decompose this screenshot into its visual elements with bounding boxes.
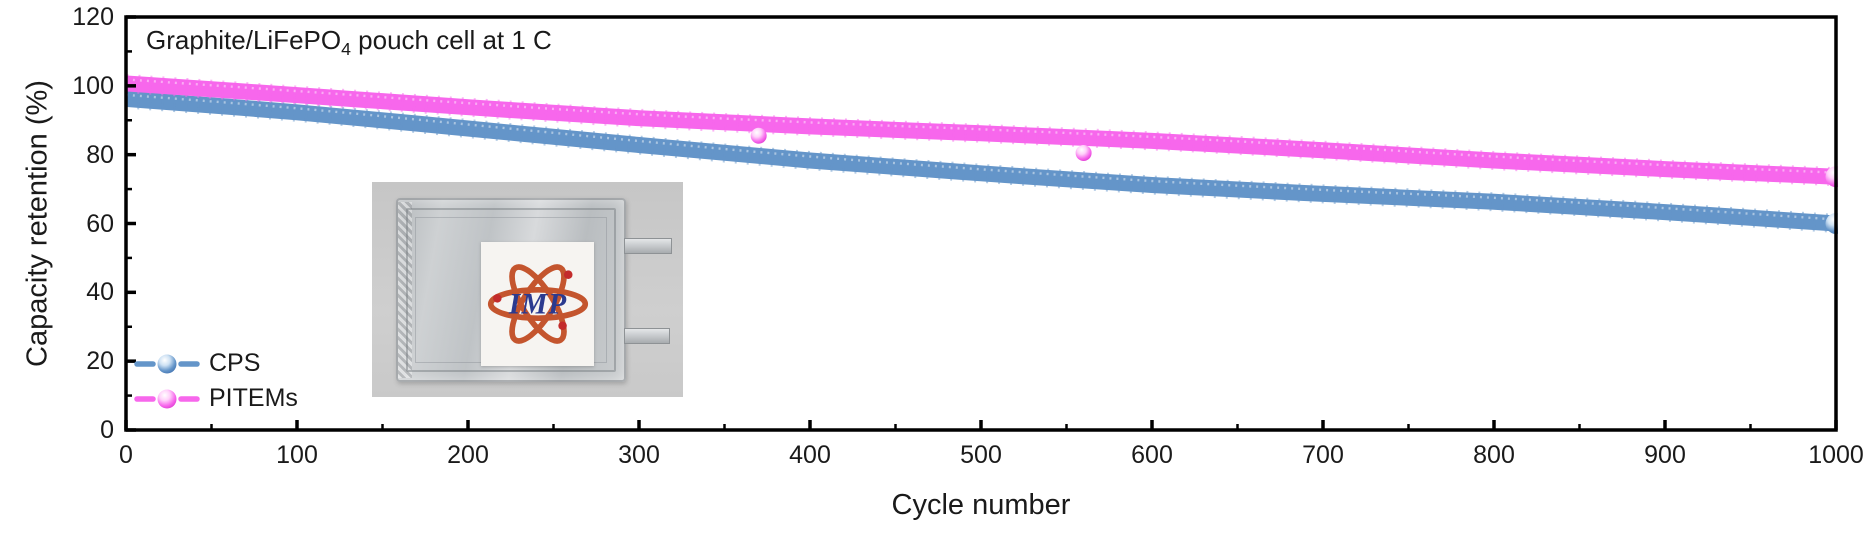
pouch-cell-photo: IMP [372,182,683,397]
legend-label-cps: CPS [209,349,261,377]
cell-tab-bottom [624,328,670,344]
imp-label: IMP [481,242,594,366]
pouch-seam-outer [406,208,616,372]
imp-logo-text: IMP [507,288,566,320]
data-series-layer [126,73,1838,234]
legend: CPS PITEMs [134,346,298,416]
chart-title-text-rest: pouch cell at 1 C [350,25,552,55]
imp-logo-icon: IMP [487,264,588,344]
chart-title-text: Graphite/LiFePO [146,25,342,55]
legend-item-cps: CPS [134,346,298,381]
pitems-marker-icon [134,389,200,408]
chart-title: Graphite/LiFePO4 pouch cell at 1 C [146,25,552,60]
chart-title-subscript: 4 [341,39,351,60]
legend-label-pitems: PITEMs [209,384,298,412]
pouch-seal-edge [398,202,412,378]
y-axis-title: Capacity retention (%) [21,80,54,367]
legend-item-pitems: PITEMs [134,381,298,416]
cps-marker-icon [134,354,200,373]
pouch-cell: IMP [396,198,626,382]
pitems-outlier-point [1075,144,1092,161]
x-axis-title: Cycle number [891,489,1071,521]
pitems-outlier-point [750,127,767,144]
cell-tab-top [624,238,672,254]
axes-layer [124,15,1838,432]
